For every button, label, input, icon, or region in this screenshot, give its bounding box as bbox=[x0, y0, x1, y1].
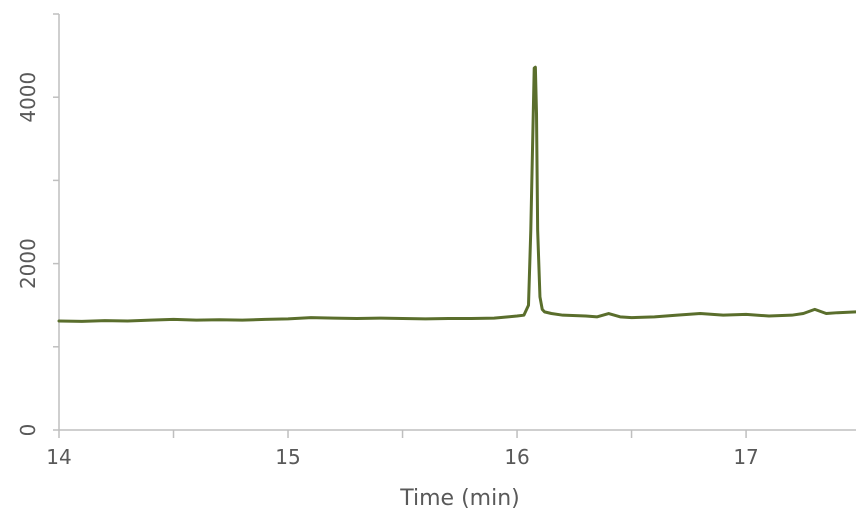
x-tick-label: 17 bbox=[733, 445, 758, 469]
y-tick-label: 2000 bbox=[16, 238, 40, 289]
series-layer bbox=[57, 65, 856, 323]
x-tick-label: 16 bbox=[504, 445, 529, 469]
x-tick-label: 15 bbox=[275, 445, 300, 469]
y-tick-label: 0 bbox=[16, 424, 40, 437]
axis-ticks: 0 2000 4000 14 15 16 17 bbox=[16, 13, 759, 469]
y-tick-label: 4000 bbox=[16, 72, 40, 123]
series-line bbox=[57, 65, 856, 323]
chart-axes bbox=[58, 14, 856, 431]
x-axis-title: Time (min) bbox=[399, 486, 520, 511]
x-tick-label: 14 bbox=[46, 445, 71, 469]
